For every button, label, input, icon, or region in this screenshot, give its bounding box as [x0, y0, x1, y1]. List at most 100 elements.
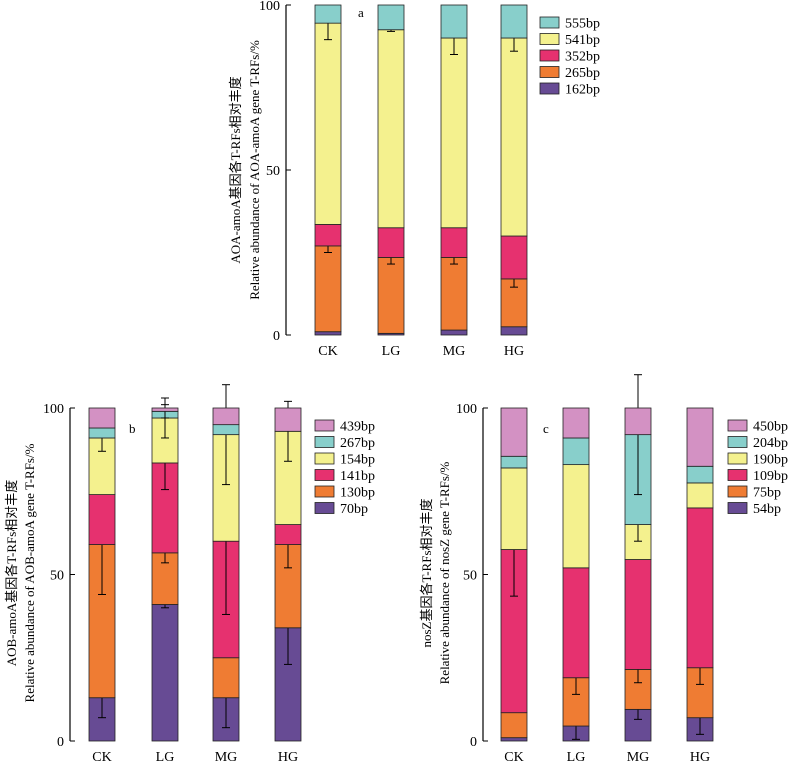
panel-a-ylabel-en: Relative abundance of AOA-amoA gene T-RF… — [247, 40, 262, 300]
panel-c-bar-HG-109bp — [686, 507, 714, 669]
panel-c-ytick-label-50: 50 — [463, 569, 477, 584]
panel-b-bar-LG-439bp — [151, 407, 179, 412]
panel-c-bar-HG-190bp — [686, 482, 714, 509]
panel-c-label: c — [543, 421, 549, 436]
panel-c-bar-LG-450bp — [562, 407, 590, 439]
panel-a-legend-swatch-352bp — [539, 49, 560, 62]
panel-c-bar-CK-54bp — [500, 737, 528, 742]
panel-b-legend-label-130bp: 130bp — [340, 486, 375, 501]
panel-a-legend-label-265bp: 265bp — [565, 66, 600, 81]
panel-b-legend-swatch-267bp — [314, 436, 335, 448]
panel-a-bar-CK-352bp — [314, 224, 342, 247]
panel-a-bar-CK-265bp — [314, 245, 342, 333]
panel-b-legend-label-439bp: 439bp — [340, 420, 375, 435]
panel-c-legend-label-450bp: 450bp — [753, 420, 788, 435]
panel-a-bar-MG-162bp — [440, 329, 468, 336]
panel-b-ytick-label-0: 0 — [57, 735, 64, 750]
panel-a-bar-MG-352bp — [440, 227, 468, 258]
panel-a-ytick-label-0: 0 — [273, 329, 280, 344]
panel-a-bar-CK-555bp — [314, 4, 342, 24]
panel-c-legend-label-109bp: 109bp — [753, 469, 788, 484]
panel-a-legend-label-352bp: 352bp — [565, 50, 600, 65]
panel-c-chart: c nosZ基因各T-RFs相对丰度 Relative abundance of… — [419, 374, 788, 761]
panel-b-category-label-HG: HG — [278, 750, 298, 761]
panel-c-bar-CK-109bp — [500, 549, 528, 714]
panel-c-ytick-label-0: 0 — [470, 735, 477, 750]
panel-c-category-label-HG: HG — [690, 750, 710, 761]
panel-c-legend-label-204bp: 204bp — [753, 436, 788, 451]
panel-c-legend-swatch-109bp — [727, 469, 748, 481]
panel-b-bar-CK-439bp — [88, 407, 116, 429]
panel-b-legend-label-70bp: 70bp — [340, 502, 368, 517]
panel-b-label: b — [129, 421, 136, 436]
panel-b-legend-swatch-439bp — [314, 419, 335, 432]
panel-a-bar-LG-352bp — [377, 227, 405, 258]
panel-b-chart: b AOB-amoA基因各T-RFs相对丰度 Relative abundanc… — [4, 384, 375, 761]
panel-c-legend-swatch-204bp — [727, 436, 748, 448]
panel-b-legend-swatch-141bp — [314, 469, 335, 481]
panel-b-ytick-label-100: 100 — [43, 402, 64, 417]
panel-b-bar-CK-141bp — [88, 494, 116, 545]
panel-c-category-label-MG: MG — [627, 750, 650, 761]
panel-a-bar-MG-555bp — [440, 4, 468, 39]
panel-c-legend-swatch-75bp — [727, 485, 748, 498]
panel-c-ylabel-en: Relative abundance of nosZ gene T-RFs/% — [437, 461, 452, 684]
panel-a-category-label-CK: CK — [318, 344, 337, 359]
panel-c-bar-LG-204bp — [562, 437, 590, 466]
panel-a-category-label-HG: HG — [504, 344, 524, 359]
panel-c-bar-HG-450bp — [686, 407, 714, 467]
panel-c-category-label-CK: CK — [504, 750, 523, 761]
panel-b-legend-swatch-70bp — [314, 502, 335, 514]
panel-a-ytick-label-50: 50 — [266, 164, 280, 179]
panel-c-bar-CK-75bp — [500, 712, 528, 739]
panel-b-legend-label-267bp: 267bp — [340, 436, 375, 451]
panel-c-bar-LG-109bp — [562, 567, 590, 679]
panel-a-bar-CK-162bp — [314, 331, 342, 336]
panel-b-legend-swatch-130bp — [314, 485, 335, 498]
panel-c-bar-MG-109bp — [624, 559, 652, 670]
panel-c-bar-LG-190bp — [562, 464, 590, 569]
panel-b-category-label-LG: LG — [156, 750, 175, 761]
panel-b-legend-label-141bp: 141bp — [340, 469, 375, 484]
panel-c-legend-label-54bp: 54bp — [753, 502, 781, 517]
panel-b-bar-MG-130bp — [212, 657, 240, 699]
panel-b-bar-CK-267bp — [88, 427, 116, 439]
panel-a-legend-swatch-162bp — [539, 82, 560, 95]
panel-a-legend-label-555bp: 555bp — [565, 17, 600, 32]
panel-a-category-label-MG: MG — [443, 344, 466, 359]
panel-c-bar-CK-204bp — [500, 455, 528, 469]
panel-b-bar-MG-439bp — [212, 407, 240, 426]
panel-c-bar-MG-450bp — [624, 407, 652, 436]
panel-a-bar-MG-265bp — [440, 257, 468, 331]
panel-a-bar-LG-555bp — [377, 4, 405, 31]
panel-a-bar-CK-541bp — [314, 22, 342, 225]
panel-a-legend-swatch-265bp — [539, 66, 560, 78]
panel-a-bar-LG-265bp — [377, 257, 405, 334]
panel-c-legend-label-190bp: 190bp — [753, 453, 788, 468]
panel-b-bar-MG-154bp — [212, 434, 240, 542]
panel-a-legend-label-541bp: 541bp — [565, 33, 600, 48]
panel-a-ytick-label-100: 100 — [259, 0, 280, 14]
panel-b-legend-label-154bp: 154bp — [340, 453, 375, 468]
panel-b-bar-HG-439bp — [274, 407, 302, 432]
panel-c-bar-CK-450bp — [500, 407, 528, 457]
panel-a-bar-HG-555bp — [500, 4, 528, 39]
panel-a-bar-HG-541bp — [500, 37, 528, 237]
panel-c-ylabel-cn: nosZ基因各T-RFs相对丰度 — [419, 498, 434, 647]
panel-a-bar-LG-541bp — [377, 29, 405, 229]
panel-a-bar-HG-162bp — [500, 326, 528, 336]
panel-b-ylabel-cn: AOB-amoA基因各T-RFs相对丰度 — [4, 480, 19, 667]
panel-b-legend-swatch-154bp — [314, 452, 335, 465]
panel-a-category-label-LG: LG — [382, 344, 401, 359]
panel-b-bar-HG-141bp — [274, 524, 302, 545]
panel-c-legend-swatch-190bp — [727, 452, 748, 465]
panel-b-category-label-CK: CK — [92, 750, 111, 761]
panel-c-category-label-LG: LG — [567, 750, 586, 761]
panel-c-legend-label-75bp: 75bp — [753, 486, 781, 501]
panel-b-category-label-MG: MG — [215, 750, 238, 761]
panel-c-bar-HG-204bp — [686, 465, 714, 484]
panel-c-legend-swatch-54bp — [727, 502, 748, 514]
panel-b-bar-MG-267bp — [212, 424, 240, 436]
panel-b-ytick-label-50: 50 — [50, 569, 64, 584]
